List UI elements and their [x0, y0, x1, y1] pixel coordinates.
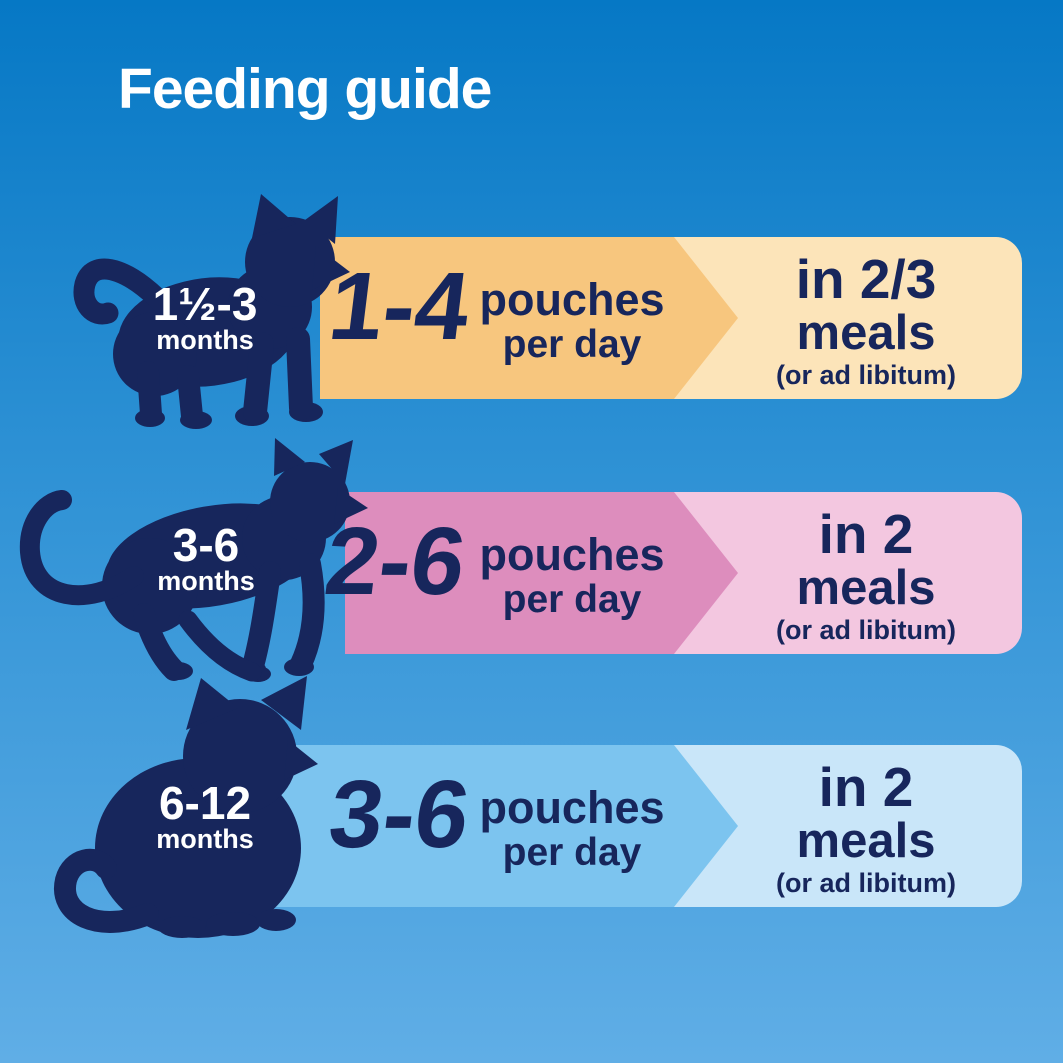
age-label: 6-12 months	[100, 780, 310, 853]
pouches-banner	[345, 492, 738, 654]
pouches-banner	[320, 237, 738, 399]
pouches-label: pouches per day	[462, 276, 682, 366]
age-range: 1½-3	[152, 278, 258, 330]
meals-amount: in 2/3	[795, 248, 937, 310]
pouches-word: pouches	[479, 274, 665, 325]
age-range: 6-12	[158, 777, 252, 829]
pouches-range: 2-6	[319, 508, 472, 615]
meals-word: meals	[796, 561, 936, 615]
per-day: per day	[502, 831, 642, 874]
meals-label: in 2/3 meals (or ad libitum)	[736, 250, 996, 390]
pouches-range: 3-6	[323, 761, 476, 868]
meals-label: in 2 meals (or ad libitum)	[736, 758, 996, 898]
feeding-row-3: 6-12 months 3-6 pouches per day in 2 mea…	[0, 676, 1063, 938]
pouches-label: pouches per day	[462, 531, 682, 621]
meals-amount: in 2	[818, 503, 914, 565]
standing-kitten-icon	[73, 194, 350, 429]
age-label: 3-6 months	[101, 522, 311, 595]
pouches-range: 1-4	[323, 253, 476, 360]
per-day: per day	[502, 578, 642, 621]
per-day: per day	[502, 323, 642, 366]
meals-note: (or ad libitum)	[776, 615, 956, 645]
age-unit: months	[156, 824, 254, 854]
pouches-label: pouches per day	[462, 784, 682, 874]
meals-note: (or ad libitum)	[776, 360, 956, 390]
meals-word: meals	[796, 306, 936, 360]
age-unit: months	[157, 566, 255, 596]
meals-word: meals	[796, 814, 936, 868]
pouches-word: pouches	[479, 782, 665, 833]
feeding-row-1: 1½-3 months 1-4 pouches per day in 2/3 m…	[0, 194, 1063, 429]
sitting-kitten-icon	[54, 676, 318, 938]
pouches-banner	[260, 745, 738, 907]
age-unit: months	[156, 325, 254, 355]
pouches-word: pouches	[479, 529, 665, 580]
age-range: 3-6	[172, 519, 240, 571]
age-label: 1½-3 months	[100, 281, 310, 354]
meals-note: (or ad libitum)	[776, 868, 956, 898]
meals-label: in 2 meals (or ad libitum)	[736, 505, 996, 645]
page-title: Feeding guide	[118, 57, 492, 121]
feeding-row-2: 3-6 months 2-6 pouches per day in 2 meal…	[0, 438, 1063, 682]
running-cat-icon	[19, 438, 368, 682]
meals-amount: in 2	[818, 756, 914, 818]
